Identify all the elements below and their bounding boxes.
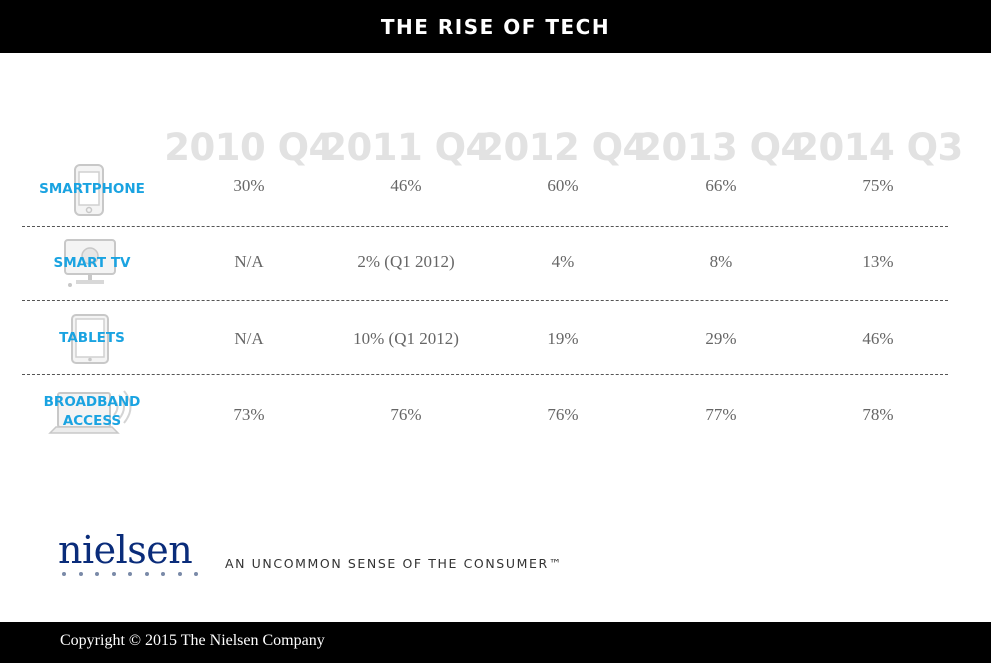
cell-smart-tv-2011-q4: 2% (Q1 2012): [357, 252, 455, 271]
cell-broadband-2014-q3: 78%: [862, 405, 894, 424]
broadband-laptop-icon: [48, 390, 132, 434]
nielsen-logo-dots: [62, 572, 198, 576]
column-header-2012-q4: 2012 Q4: [478, 126, 648, 169]
row-label-smartphone: SMARTPHONE: [39, 181, 145, 197]
cell-tablets-2014-q3: 46%: [862, 329, 894, 348]
row-label-line: BROADBAND: [43, 394, 141, 410]
column-header-2011-q4: 2011 Q4: [321, 126, 491, 169]
brand-tagline: AN UNCOMMON SENSE OF THE CONSUMER™: [225, 556, 563, 571]
smart-tv-icon: [64, 239, 116, 287]
cell-broadband-2011-q4: 76%: [390, 405, 422, 424]
cell-broadband-2012-q4: 76%: [547, 405, 579, 424]
cell-smart-tv-2013-q4: 8%: [709, 252, 733, 271]
row-divider: [22, 300, 948, 301]
cell-smartphone-2013-q4: 66%: [705, 176, 737, 195]
title-bar: THE RISE OF TECH: [0, 0, 991, 53]
cell-smartphone-2012-q4: 60%: [547, 176, 579, 195]
cell-tablets-2010-q4: N/A: [234, 329, 264, 348]
cell-smart-tv-2012-q4: 4%: [551, 252, 575, 271]
page-title: THE RISE OF TECH: [380, 14, 611, 39]
row-label-broadband-access: BROADBAND ACCESS: [22, 393, 162, 431]
cell-broadband-2010-q4: 73%: [233, 405, 265, 424]
row-label-tablets: TABLETS: [59, 330, 125, 346]
tablet-icon: [71, 314, 109, 364]
cell-tablets-2012-q4: 19%: [547, 329, 579, 348]
cell-smartphone-2011-q4: 46%: [390, 176, 422, 195]
row-label-smart-tv: SMART TV: [53, 255, 131, 271]
copyright-text: Copyright © 2015 The Nielsen Company: [60, 632, 325, 649]
cell-smartphone-2014-q3: 75%: [862, 176, 894, 195]
cell-tablets-2013-q4: 29%: [705, 329, 737, 348]
cell-smart-tv-2010-q4: N/A: [234, 252, 264, 271]
nielsen-logo: nielsen: [58, 528, 193, 572]
cell-smart-tv-2014-q3: 13%: [862, 252, 894, 271]
footer-bar: Copyright © 2015 The Nielsen Company: [0, 622, 991, 663]
cell-broadband-2013-q4: 77%: [705, 405, 737, 424]
row-divider: [22, 374, 948, 375]
smartphone-icon: [74, 164, 104, 216]
column-header-2010-q4: 2010 Q4: [164, 126, 334, 169]
column-header-2013-q4: 2013 Q4: [636, 126, 806, 169]
column-header-2014-q3: 2014 Q3: [793, 126, 963, 169]
row-divider: [22, 226, 948, 227]
cell-smartphone-2010-q4: 30%: [233, 176, 265, 195]
row-label-line: ACCESS: [62, 413, 122, 429]
cell-tablets-2011-q4: 10% (Q1 2012): [353, 329, 459, 348]
